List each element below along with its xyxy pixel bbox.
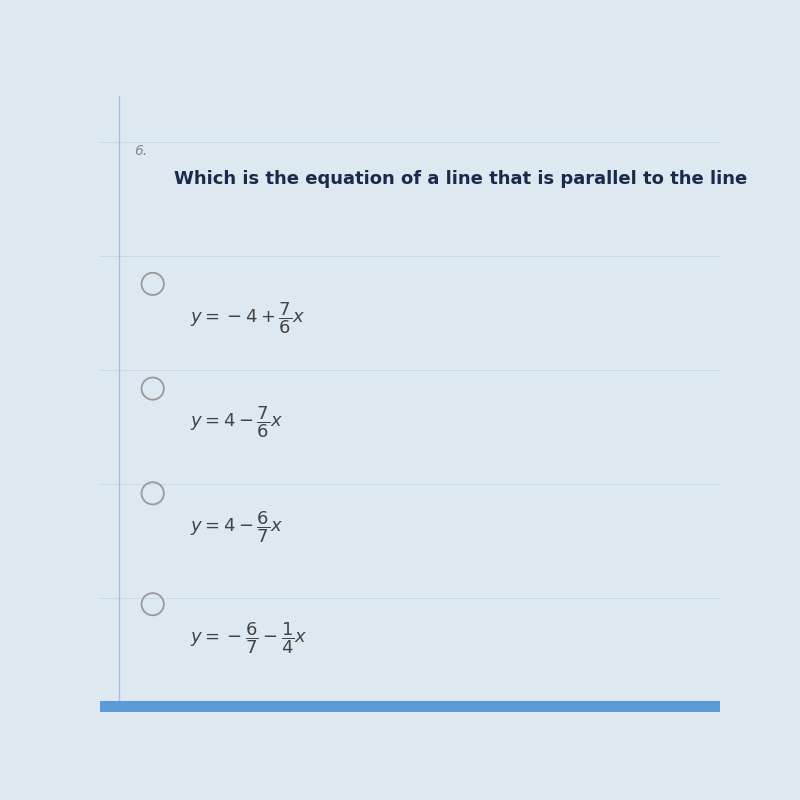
Text: $y = -4 + \dfrac{7}{6}x$: $y = -4 + \dfrac{7}{6}x$ [190, 300, 306, 335]
Text: Which is the equation of a line that is parallel to the line: Which is the equation of a line that is … [174, 170, 748, 188]
Text: $y = -\dfrac{6}{7} - \dfrac{1}{4}x$: $y = -\dfrac{6}{7} - \dfrac{1}{4}x$ [190, 620, 307, 656]
Text: $y = 4 - \dfrac{6}{7}x$: $y = 4 - \dfrac{6}{7}x$ [190, 510, 283, 545]
Text: $y = 4 - \dfrac{7}{6}x$: $y = 4 - \dfrac{7}{6}x$ [190, 405, 283, 440]
FancyBboxPatch shape [100, 701, 720, 712]
Text: 6.: 6. [134, 145, 147, 158]
